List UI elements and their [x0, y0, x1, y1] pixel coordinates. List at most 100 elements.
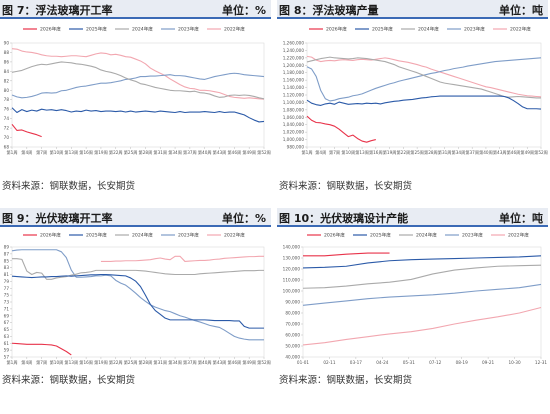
x-tick-label: 第52周 — [257, 359, 271, 366]
x-tick-label: 第4周 — [21, 149, 32, 156]
x-tick-label: 12-31 — [535, 360, 548, 365]
legend-label: 2024年度 — [132, 26, 153, 33]
y-tick-label: 75 — [4, 293, 10, 298]
x-tick-label: 第40周 — [198, 149, 212, 156]
x-tick-label: 第25周 — [124, 149, 138, 156]
legend-label: 2023年度 — [464, 26, 485, 33]
x-tick-label: 02-11 — [323, 360, 336, 365]
legend-label: 2024年度 — [416, 232, 437, 239]
x-tick-label: 第46周 — [227, 359, 241, 366]
y-tick-label: 84 — [4, 69, 10, 74]
legend-label: 2026年度 — [40, 232, 61, 239]
y-tick-label: 1,020,000 — [283, 130, 305, 135]
y-tick-label: 1,000,000 — [283, 137, 305, 142]
x-tick-label: 第37周 — [183, 149, 197, 156]
x-tick-label: 09-21 — [482, 360, 495, 365]
x-tick-label: 01-01 — [297, 360, 310, 365]
legend-label: 2022年度 — [224, 232, 245, 239]
x-tick-label: 第37周 — [465, 149, 479, 156]
x-tick-label: 第49周 — [242, 359, 256, 366]
x-tick-label: 第16周 — [79, 149, 93, 156]
legend-label: 2025年度 — [86, 26, 107, 33]
chart-unit: 单位：% — [221, 4, 266, 17]
x-tick-label: 第31周 — [438, 149, 452, 156]
y-tick-label: 100,000 — [283, 289, 301, 294]
x-tick-label: 第43周 — [213, 359, 227, 366]
y-tick-label: 81 — [4, 272, 10, 277]
x-tick-label: 第22周 — [109, 149, 123, 156]
y-tick-label: 74 — [4, 116, 10, 121]
y-tick-label: 90,000 — [285, 300, 300, 305]
series-line — [302, 306, 542, 346]
series-line — [306, 55, 542, 98]
x-tick-label: 10-30 — [508, 360, 521, 365]
chart-panel-float-glass-output: 图 8：浮法玻璃产量 单位：吨 980,000 1,000,000 1,020,00… — [277, 0, 548, 205]
y-tick-label: 71 — [4, 306, 10, 311]
x-tick-label: 第7周 — [36, 359, 47, 366]
x-tick-label: 第4周 — [21, 359, 32, 366]
y-tick-label: 1,200,000 — [283, 63, 305, 68]
x-tick-label: 第13周 — [355, 149, 369, 156]
legend-label: 2022年度 — [510, 26, 531, 33]
series-line — [11, 273, 264, 329]
y-tick-label: 68 — [4, 145, 10, 150]
x-tick-label: 第19周 — [94, 149, 108, 156]
y-tick-label: 80 — [4, 88, 10, 93]
plot-frame — [11, 246, 265, 358]
series-line — [100, 255, 264, 262]
x-tick-label: 第28周 — [424, 149, 438, 156]
y-tick-label: 980,000 — [287, 145, 305, 150]
chart-header: 图 10：光伏玻璃设计产能 单位：吨 — [277, 208, 548, 227]
y-tick-label: 86 — [4, 59, 10, 64]
chart-title: 图 9：光伏玻璃开工率 — [2, 212, 113, 225]
x-tick-label: 第37周 — [183, 359, 197, 366]
y-tick-label: 1,240,000 — [283, 48, 305, 53]
x-tick-label: 第16周 — [79, 359, 93, 366]
legend-label: 2022年度 — [508, 232, 529, 239]
x-tick-label: 第31周 — [153, 149, 167, 156]
x-tick-label: 第1周 — [301, 149, 312, 156]
chart-unit: 单位：吨 — [499, 212, 543, 225]
y-tick-label: 77 — [4, 286, 10, 291]
y-tick-label: 1,260,000 — [283, 41, 305, 46]
x-tick-label: 第43周 — [213, 149, 227, 156]
chart-panel-pv-glass-capacity: 图 10：光伏玻璃设计产能 单位：吨 40,000 50,000 60,000 70,… — [277, 208, 548, 413]
y-tick-label: 70 — [4, 135, 10, 140]
x-tick-label: 第22周 — [109, 359, 123, 366]
y-tick-label: 88 — [4, 50, 10, 55]
y-tick-label: 61 — [4, 341, 10, 346]
series-line — [302, 264, 542, 289]
chart-header: 图 7：浮法玻璃开工率 单位：% — [0, 0, 271, 19]
y-tick-label: 1,160,000 — [283, 78, 305, 83]
chart-panel-float-glass-utilization: 图 7：浮法玻璃开工率 单位：% 68 70 72 74 76 78 80 82 84 86 88 9… — [0, 0, 271, 205]
x-tick-label: 第46周 — [227, 149, 241, 156]
legend-label: 2023年度 — [178, 232, 199, 239]
y-tick-label: 80,000 — [285, 311, 300, 316]
series-line — [306, 115, 376, 143]
x-tick-label: 第1周 — [6, 359, 17, 366]
x-tick-label: 第52周 — [257, 149, 271, 156]
y-tick-label: 60,000 — [285, 333, 300, 338]
y-tick-label: 1,120,000 — [283, 93, 305, 98]
x-tick-label: 第13周 — [64, 149, 78, 156]
legend-label: 2026年度 — [326, 26, 347, 33]
chart-title: 图 10：光伏玻璃设计产能 — [279, 212, 409, 225]
x-tick-label: 第10周 — [50, 359, 64, 366]
x-tick-label: 05-31 — [403, 360, 416, 365]
y-tick-label: 57 — [4, 355, 10, 360]
y-tick-label: 78 — [4, 97, 10, 102]
series-line — [306, 95, 542, 110]
x-tick-label: 第19周 — [383, 149, 397, 156]
x-tick-label: 第1周 — [6, 149, 17, 156]
series-line — [11, 61, 265, 100]
x-tick-label: 第28周 — [139, 149, 153, 156]
legend-label: 2022年度 — [224, 26, 245, 33]
y-tick-label: 1,220,000 — [283, 55, 305, 60]
y-tick-label: 1,040,000 — [283, 122, 305, 127]
series-line — [11, 123, 42, 138]
x-tick-label: 第25周 — [124, 359, 138, 366]
y-tick-label: 120,000 — [283, 267, 301, 272]
x-tick-label: 第10周 — [341, 149, 355, 156]
x-tick-label: 第19周 — [94, 359, 108, 366]
y-tick-label: 140,000 — [283, 245, 301, 250]
